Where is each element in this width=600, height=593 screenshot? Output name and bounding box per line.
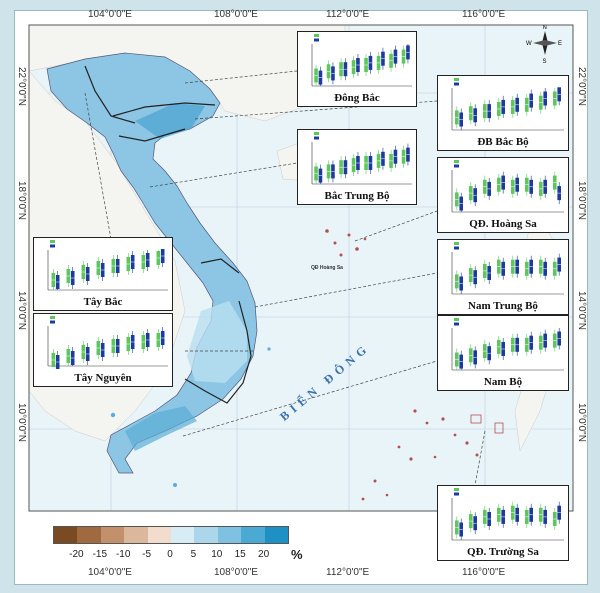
legend-tick-label: 15 xyxy=(234,549,246,560)
legend-swatch-rcp85 xyxy=(454,322,459,326)
panel-title: Tây Bắc xyxy=(83,296,123,308)
legend-swatch-rcp45 xyxy=(314,34,319,37)
svg-text:E: E xyxy=(558,41,562,47)
legend-swatch xyxy=(54,527,78,543)
legend-swatch-rcp85 xyxy=(454,82,459,86)
color-legend-bar xyxy=(53,526,289,544)
panel-tay-nguyen: Tây Nguyên xyxy=(33,313,173,387)
legend-swatch-rcp85 xyxy=(314,136,319,140)
coord-right-3: 14°0'0"N xyxy=(576,291,587,330)
legend-swatch-rcp45 xyxy=(454,78,459,81)
panel-nam-trung-bo: Nam Trung Bộ xyxy=(437,239,569,315)
coord-bottom-3: 112°0'0"E xyxy=(326,567,370,578)
legend-swatch xyxy=(124,527,148,543)
panel-title: ĐB Bắc Bộ xyxy=(477,136,529,148)
coord-left-3: 14°0'0"N xyxy=(16,291,27,330)
legend-tick-label: 10 xyxy=(211,549,223,560)
panel-truong-sa: QĐ. Trường Sa xyxy=(437,485,569,561)
coord-right-4: 10°0'0"N xyxy=(576,403,587,442)
coord-bottom-1: 104°0'0"E xyxy=(88,567,132,578)
spratly-islands xyxy=(361,409,504,501)
panel-tay-bac: Tây Bắc xyxy=(33,237,173,311)
legend-swatch xyxy=(147,527,172,543)
compass-icon: N E W S xyxy=(526,25,562,65)
svg-text:N: N xyxy=(543,25,547,31)
legend-tick-label: -20 xyxy=(69,549,84,560)
panel-title: Nam Bộ xyxy=(483,376,523,388)
legend-tick-label: -5 xyxy=(142,549,152,560)
panel-title: Tây Nguyên xyxy=(74,372,132,384)
legend-swatch-rcp45 xyxy=(454,318,459,321)
coord-left-2: 18°0'0"N xyxy=(16,181,27,220)
legend-swatch-rcp85 xyxy=(454,164,459,168)
panel-hoang-sa: QĐ. Hoàng Sa xyxy=(437,157,569,233)
legend-swatch xyxy=(77,527,101,543)
legend-swatch xyxy=(264,527,289,543)
map-frame: N E W S 104°0'0"E 108°0'0"E 112°0'0"E 11… xyxy=(14,9,588,585)
coord-bottom-2: 108°0'0"E xyxy=(214,567,258,578)
legend-tick-label: 20 xyxy=(258,549,270,560)
legend-swatch-rcp45 xyxy=(454,160,459,163)
panel-title: Đông Bắc xyxy=(334,92,380,104)
north-shade xyxy=(135,103,205,139)
legend-swatch-rcp45 xyxy=(314,132,319,135)
south-shade xyxy=(125,406,197,451)
panel-dong-bac: Đông Bắc xyxy=(297,31,417,107)
legend-swatch-rcp45 xyxy=(50,240,55,243)
legend-swatch xyxy=(100,527,125,543)
legend-swatch xyxy=(171,527,195,543)
legend-tick-label: -15 xyxy=(92,549,108,560)
legend-swatch-rcp85 xyxy=(454,246,459,250)
panel-title: QĐ. Trường Sa xyxy=(467,546,539,558)
legend-swatch-rcp85 xyxy=(314,38,319,42)
coord-top-4: 116°0'0"E xyxy=(462,9,506,20)
coord-left-1: 22°0'0"N xyxy=(16,67,27,106)
legend-swatch-rcp85 xyxy=(50,320,55,324)
map-border xyxy=(28,24,574,512)
panel-bac-trung-bo: Bắc Trung Bộ xyxy=(297,129,417,205)
panel-title: Nam Trung Bộ xyxy=(468,300,538,312)
panel-db-bac-bo: ĐB Bắc Bộ xyxy=(437,75,569,151)
legend-swatch-rcp45 xyxy=(454,242,459,245)
legend-swatch-rcp85 xyxy=(454,492,459,496)
legend-swatch xyxy=(217,527,242,543)
paracel-label: QĐ Hoàng Sa xyxy=(311,265,343,271)
coord-right-1: 22°0'0"N xyxy=(576,67,587,106)
legend-swatch-rcp45 xyxy=(454,488,459,491)
panel-title: Bắc Trung Bộ xyxy=(324,190,390,202)
panel-title: QĐ. Hoàng Sa xyxy=(469,218,537,230)
paracel-islands xyxy=(325,229,367,257)
coord-top-3: 112°0'0"E xyxy=(326,9,370,20)
legend-tick-label: -10 xyxy=(115,549,131,560)
legend-tick-label: 0 xyxy=(167,549,173,560)
svg-text:W: W xyxy=(526,41,532,47)
coord-bottom-4: 116°0'0"E xyxy=(462,567,506,578)
legend-unit: % xyxy=(291,547,303,562)
svg-text:S: S xyxy=(543,59,547,65)
legend-swatch-rcp45 xyxy=(50,316,55,319)
panel-nam-bo: Nam Bộ xyxy=(437,315,569,391)
legend-swatch-rcp85 xyxy=(50,244,55,248)
region-boundaries xyxy=(84,65,252,404)
coord-top-1: 104°0'0"E xyxy=(88,9,132,20)
legend-swatch xyxy=(241,527,265,543)
coord-left-4: 10°0'0"N xyxy=(16,403,27,442)
coastal-islands xyxy=(110,347,271,487)
legend-tick-label: 5 xyxy=(190,549,197,560)
central-highlands-shade xyxy=(187,301,247,383)
coord-right-2: 18°0'0"N xyxy=(576,181,587,220)
legend-swatch xyxy=(194,527,218,543)
coord-top-2: 108°0'0"E xyxy=(214,9,258,20)
